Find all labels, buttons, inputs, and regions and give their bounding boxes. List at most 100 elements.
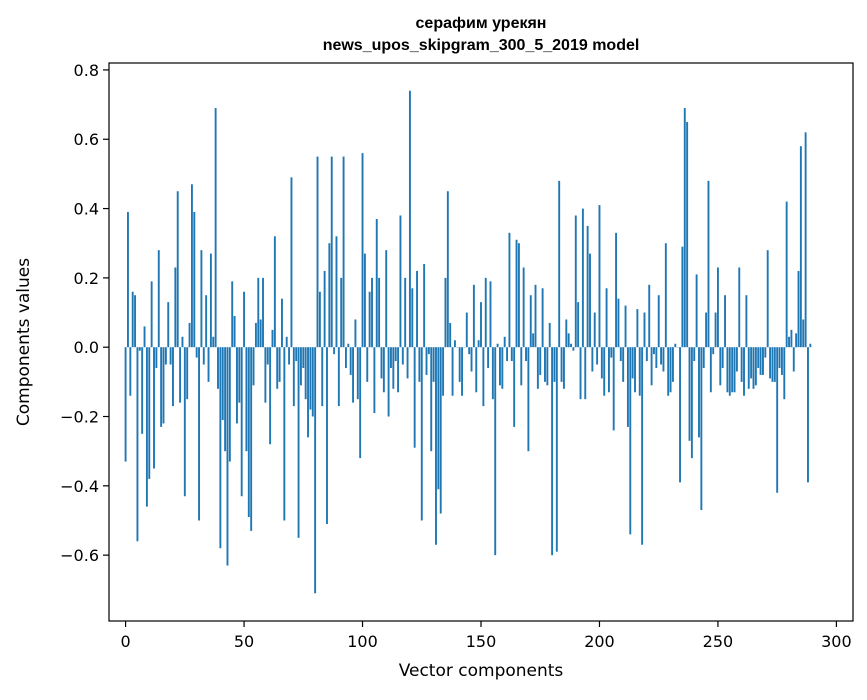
bar-243	[700, 347, 702, 510]
bar-155	[492, 347, 494, 399]
bar-123	[416, 271, 418, 347]
bar-82	[319, 292, 321, 347]
bar-8	[144, 326, 146, 347]
bar-84	[324, 271, 326, 347]
bar-71	[293, 347, 295, 406]
bar-260	[741, 347, 743, 382]
bar-160	[504, 337, 506, 347]
bar-34	[205, 295, 207, 347]
bar-44	[229, 347, 231, 461]
bar-169	[525, 347, 527, 361]
bar-287	[805, 132, 807, 347]
bar-46	[234, 316, 236, 347]
bar-20	[172, 347, 174, 406]
bar-284	[798, 271, 800, 347]
bar-109	[383, 347, 385, 392]
bar-183	[558, 181, 560, 347]
bar-242	[698, 347, 700, 437]
bar-61	[269, 347, 271, 444]
bar-227	[663, 347, 665, 371]
y-tick-label: −0.2	[60, 408, 99, 427]
bar-128	[428, 347, 430, 354]
bar-289	[809, 344, 811, 347]
bar-276	[779, 347, 781, 368]
bar-201	[601, 347, 603, 378]
bar-136	[447, 191, 449, 347]
bar-157	[497, 344, 499, 347]
bar-250	[717, 267, 719, 347]
bar-253	[724, 295, 726, 347]
bar-137	[449, 323, 451, 347]
bar-229	[667, 347, 669, 396]
bar-252	[722, 347, 724, 368]
bar-214	[632, 347, 634, 378]
bar-174	[537, 347, 539, 389]
bar-18	[167, 302, 169, 347]
bar-226	[660, 347, 662, 364]
bar-89	[336, 236, 338, 347]
bar-41	[222, 347, 224, 420]
bar-178	[546, 347, 548, 385]
bar-173	[535, 285, 537, 347]
bar-47	[236, 347, 238, 423]
bar-179	[549, 323, 551, 347]
bar-43	[227, 347, 229, 565]
bar-246	[708, 181, 710, 347]
bar-64	[276, 347, 278, 389]
bar-98	[357, 347, 359, 399]
bar-126	[423, 264, 425, 347]
bar-50	[243, 292, 245, 347]
bar-225	[658, 295, 660, 347]
bar-74	[300, 347, 302, 385]
bar-26	[186, 347, 188, 399]
y-tick-label: 0.4	[74, 200, 99, 219]
bar-77	[307, 347, 309, 437]
bar-85	[326, 347, 328, 524]
y-tick-label: 0.8	[74, 61, 99, 80]
x-tick-label: 150	[466, 632, 497, 651]
bar-194	[584, 347, 586, 399]
bar-247	[710, 347, 712, 392]
bar-241	[696, 274, 698, 347]
bar-139	[454, 340, 456, 347]
bar-234	[679, 347, 681, 482]
bar-217	[639, 347, 641, 396]
bar-209	[620, 347, 622, 361]
bar-190	[575, 216, 577, 348]
bar-81	[317, 157, 319, 348]
bar-206	[613, 347, 615, 430]
bar-118	[404, 278, 406, 347]
bar-278	[783, 347, 785, 399]
bar-78	[309, 347, 311, 409]
bar-38	[215, 108, 217, 347]
bar-191	[577, 302, 579, 347]
bar-181	[554, 347, 556, 382]
bar-224	[655, 347, 657, 368]
bar-134	[442, 347, 444, 396]
bar-119	[407, 347, 409, 378]
bar-58	[262, 278, 264, 347]
bar-106	[376, 219, 378, 347]
bar-197	[591, 347, 593, 371]
bar-73	[298, 347, 300, 538]
bar-68	[286, 337, 288, 347]
bar-23	[179, 347, 181, 402]
bar-5	[136, 347, 138, 541]
bar-141	[459, 347, 461, 382]
bar-59	[264, 347, 266, 402]
bar-29	[193, 212, 195, 347]
bar-255	[729, 347, 731, 396]
bar-49	[241, 347, 243, 496]
bar-244	[703, 347, 705, 368]
bar-103	[369, 292, 371, 347]
bar-265	[753, 347, 755, 389]
bar-249	[715, 313, 717, 348]
bar-120	[409, 91, 411, 347]
bar-114	[395, 347, 397, 361]
bar-184	[561, 347, 563, 382]
bar-208	[617, 299, 619, 348]
bar-212	[627, 347, 629, 427]
bar-62	[272, 330, 274, 347]
